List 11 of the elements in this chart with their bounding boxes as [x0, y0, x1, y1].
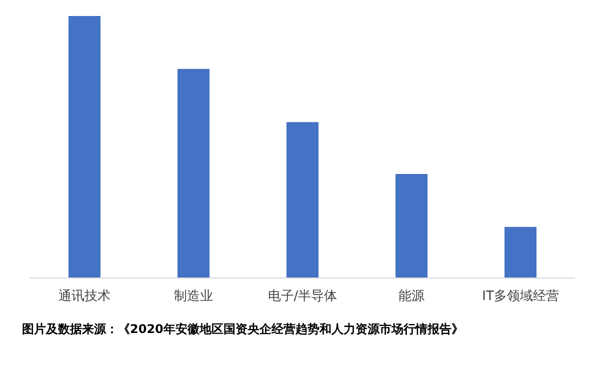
x-tick-label: IT多领域经营: [482, 289, 559, 304]
x-tick-label: 能源: [398, 289, 424, 304]
bar: [396, 174, 428, 278]
bar: [286, 122, 318, 278]
x-tick-label: 电子/半导体: [268, 289, 338, 304]
x-tick-label: 通讯技术: [58, 289, 110, 304]
bar: [68, 16, 100, 278]
x-tick-label: 制造业: [174, 289, 213, 304]
bar: [504, 226, 536, 278]
bar: [178, 68, 210, 278]
text: 图片及数据来源：《2020年安徽地区国资央企经营趋势和人力资源市场行情报告》: [22, 322, 464, 336]
